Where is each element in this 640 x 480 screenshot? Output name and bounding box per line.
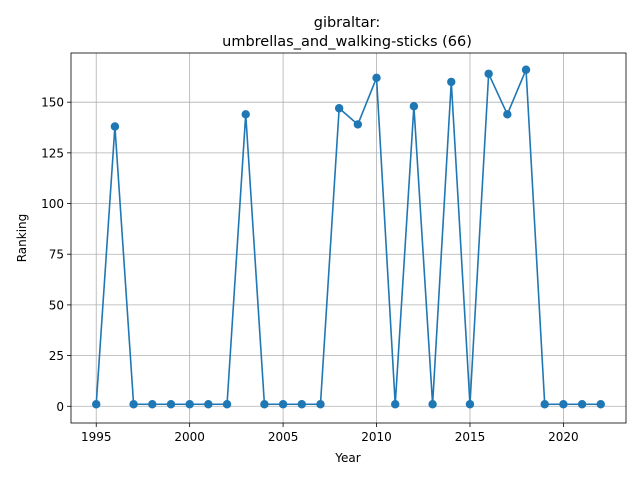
data-point <box>297 400 306 409</box>
data-point <box>334 104 344 113</box>
data-point <box>391 400 400 409</box>
x-tick-label: 1995 <box>81 430 112 444</box>
series-line <box>95 68 601 406</box>
data-point <box>110 122 120 131</box>
x-axis-label: Year <box>334 451 360 465</box>
y-tick-label: 100 <box>41 197 64 211</box>
data-point <box>278 400 288 409</box>
x-tick-label: 2010 <box>361 430 392 444</box>
data-point <box>521 65 531 74</box>
data-point <box>148 400 157 409</box>
data-point <box>185 400 194 409</box>
data-point <box>222 400 232 409</box>
series-layer <box>92 65 605 409</box>
x-tick-label: 2000 <box>174 430 205 444</box>
y-tick-label: 25 <box>49 349 64 363</box>
y-tick-label: 125 <box>41 146 64 160</box>
data-point <box>353 120 363 129</box>
data-point <box>409 102 419 111</box>
y-tick-label: 0 <box>56 400 64 414</box>
y-tick-label: 150 <box>41 96 64 110</box>
data-point <box>92 400 101 409</box>
data-point <box>166 400 176 409</box>
data-point <box>260 400 269 409</box>
plot-frame <box>70 52 627 424</box>
data-point <box>428 400 437 409</box>
chart-title-line2: umbrellas_and_walking-sticks (66) <box>222 34 472 50</box>
x-tick-label: 2005 <box>268 430 299 444</box>
x-tick-label: 2020 <box>548 430 579 444</box>
data-point <box>204 400 213 409</box>
x-tick-label: 2015 <box>455 430 486 444</box>
data-point <box>577 400 587 409</box>
grid <box>71 53 626 423</box>
y-axis-label: Ranking <box>15 214 29 263</box>
data-point <box>129 400 138 409</box>
data-point <box>316 400 325 409</box>
chart-title-line1: gibraltar: <box>314 15 380 31</box>
data-point <box>503 110 512 119</box>
data-point <box>484 69 493 78</box>
y-tick-label: 50 <box>49 298 64 312</box>
data-point <box>241 110 250 119</box>
ticks: 1995 2000 2005 2010 2015 2020 0 25 50 75 100 125 150 <box>41 96 579 444</box>
data-point <box>372 73 381 83</box>
data-point <box>447 77 456 87</box>
data-point <box>596 400 605 409</box>
data-point <box>540 400 549 409</box>
data-point <box>465 400 475 409</box>
y-tick-label: 75 <box>49 248 64 262</box>
data-point <box>559 400 568 409</box>
